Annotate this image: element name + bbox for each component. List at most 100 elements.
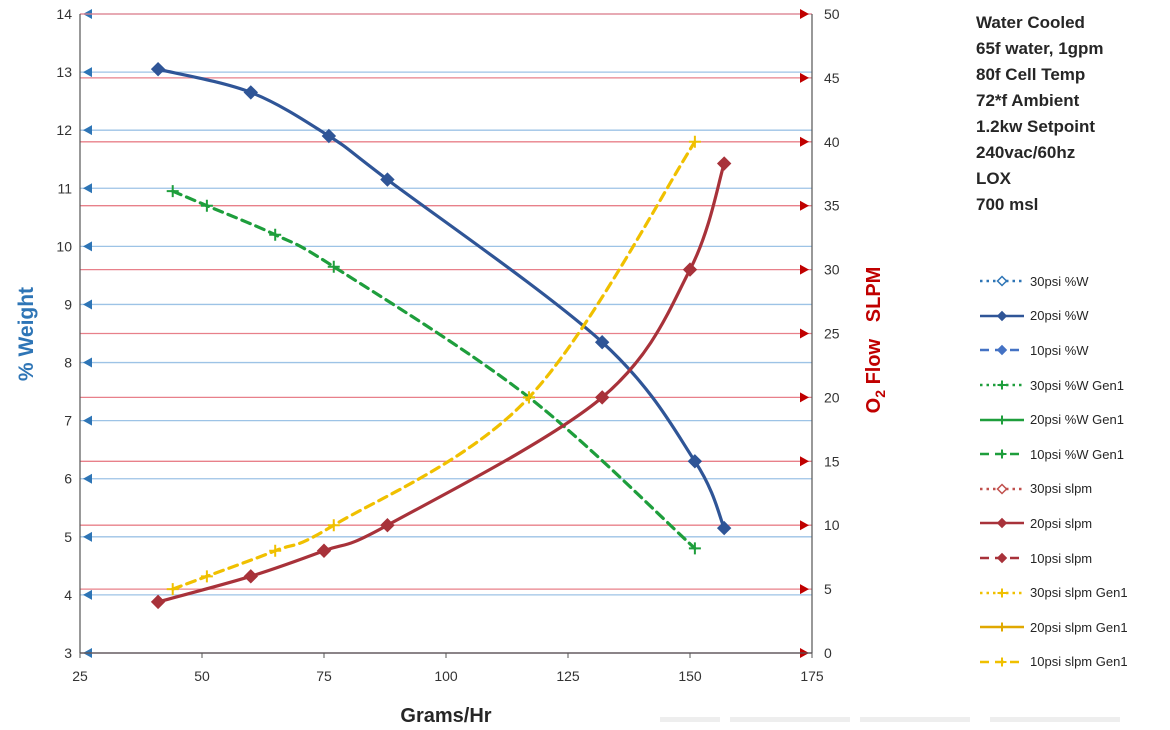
legend-swatch	[980, 588, 1024, 598]
data-point-diamond	[716, 156, 732, 171]
data-point-plus	[997, 380, 1007, 390]
y-right-tick-label: 10	[824, 517, 840, 533]
y-right-tick-label: 15	[824, 453, 840, 469]
legend-label: 10psi slpm	[1030, 550, 1093, 566]
left-grid-arrow	[83, 473, 92, 484]
legend-swatch	[980, 449, 1024, 459]
y-right-label-rest: Flow SLPM	[863, 267, 885, 390]
right-grid-arrow	[800, 72, 809, 83]
left-grid-arrow	[83, 589, 92, 600]
left-grid-arrow	[83, 531, 92, 542]
left-grid-arrow	[83, 415, 92, 426]
legend-swatch	[980, 622, 1024, 632]
y-right-tick-label: 50	[824, 6, 840, 22]
data-point-plus	[997, 657, 1007, 667]
note-line: 65f water, 1gpm	[976, 39, 1104, 58]
data-point-diamond	[716, 520, 732, 536]
data-point-plus	[327, 519, 340, 532]
data-point-plus	[997, 588, 1007, 598]
legend-swatch	[980, 483, 1024, 495]
data-point-plus	[166, 185, 179, 198]
data-point-diamond	[321, 128, 337, 144]
data-point-diamond	[243, 569, 259, 584]
legend-swatch	[980, 380, 1024, 390]
series-line	[171, 140, 697, 591]
y-right-tick-label: 30	[824, 262, 840, 278]
right-grid-arrow	[800, 200, 809, 211]
note-line: 240vac/60hz	[976, 143, 1076, 162]
legend-label: 30psi %W Gen1	[1030, 377, 1124, 393]
right-grid-arrow	[800, 392, 809, 403]
x-tick-label: 125	[556, 668, 580, 684]
right-grid-arrow	[800, 264, 809, 275]
data-point-plus	[166, 583, 179, 596]
right-grid-arrow	[800, 328, 809, 339]
data-point-diamond	[996, 275, 1008, 287]
note-line: 700 msl	[976, 195, 1039, 214]
left-grid-arrow	[83, 67, 92, 78]
left-grid-arrow	[83, 357, 92, 368]
x-axis-label: Grams/Hr	[400, 705, 491, 727]
legend-item: 20psi slpm	[976, 506, 1170, 541]
data-point-diamond	[150, 61, 166, 77]
legend-swatch	[980, 518, 1024, 529]
y-left-tick-label: 4	[64, 587, 72, 603]
data-point-plus	[688, 135, 701, 148]
note-line: 72*f Ambient	[976, 91, 1080, 110]
x-tick-label: 25	[72, 668, 88, 684]
y-right-tick-label: 35	[824, 198, 840, 214]
y-left-tick-label: 12	[56, 122, 72, 138]
data-point-diamond	[380, 172, 395, 187]
legend-swatch	[980, 275, 1024, 287]
data-point-diamond	[243, 85, 259, 100]
left-grid-arrow	[83, 299, 92, 310]
data-point-plus	[269, 228, 282, 241]
data-point-plus	[997, 449, 1007, 459]
legend-label: 30psi slpm Gen1	[1030, 585, 1128, 601]
y-right-tick-label: 45	[824, 70, 840, 86]
y-right-tick-label: 25	[824, 326, 840, 342]
data-point-plus	[997, 415, 1007, 425]
faint-footnote-text	[660, 712, 1130, 722]
legend-item: 20psi %W	[976, 299, 1170, 334]
data-point-diamond	[682, 262, 698, 277]
legend-label: 10psi %W	[1030, 342, 1089, 358]
series-markers	[150, 61, 732, 610]
y-left-tick-label: 13	[56, 64, 72, 80]
x-tick-label: 100	[434, 668, 458, 684]
right-grid-arrow	[800, 456, 809, 467]
legend-label: 20psi %W Gen1	[1030, 412, 1124, 428]
data-point-diamond	[996, 310, 1008, 322]
legend: 30psi %W 20psi %W 10psi %W 30psi %W Gen1…	[976, 264, 1170, 679]
legend-label: 20psi %W	[1030, 308, 1089, 324]
legend-swatch	[980, 345, 1024, 356]
series-lines	[156, 67, 726, 604]
y-right-tick-label: 40	[824, 134, 840, 150]
right-grid-arrow	[800, 520, 809, 531]
data-point-diamond	[594, 335, 610, 350]
legend-item: 10psi slpm Gen1	[976, 645, 1170, 680]
y-left-tick-label: 11	[57, 180, 72, 196]
data-point-plus	[200, 570, 213, 583]
legend-item: 30psi slpm	[976, 472, 1170, 507]
legend-item: 30psi %W Gen1	[976, 368, 1170, 403]
right-grid-arrow	[800, 136, 809, 147]
legend-item: 30psi slpm Gen1	[976, 575, 1170, 610]
data-point-diamond	[150, 594, 166, 610]
data-point-diamond	[996, 483, 1008, 495]
data-point-plus	[522, 391, 535, 404]
grid-lines	[80, 9, 812, 658]
note-line: 80f Cell Temp	[976, 65, 1086, 84]
y-right-axis-label: O2 Flow SLPM	[863, 267, 888, 414]
footnote-blur	[660, 717, 1120, 722]
data-point-diamond	[996, 552, 1008, 564]
y-left-tick-label: 3	[64, 645, 72, 661]
y-right-label-subscript: 2	[872, 390, 888, 398]
y-right-tick-label: 0	[824, 645, 832, 661]
y-right-label-o: O	[863, 398, 885, 414]
y-left-tick-label: 5	[64, 529, 72, 545]
x-tick-label: 50	[194, 668, 210, 684]
note-line: Water Cooled	[976, 13, 1085, 32]
legend-item: 20psi slpm Gen1	[976, 610, 1170, 645]
